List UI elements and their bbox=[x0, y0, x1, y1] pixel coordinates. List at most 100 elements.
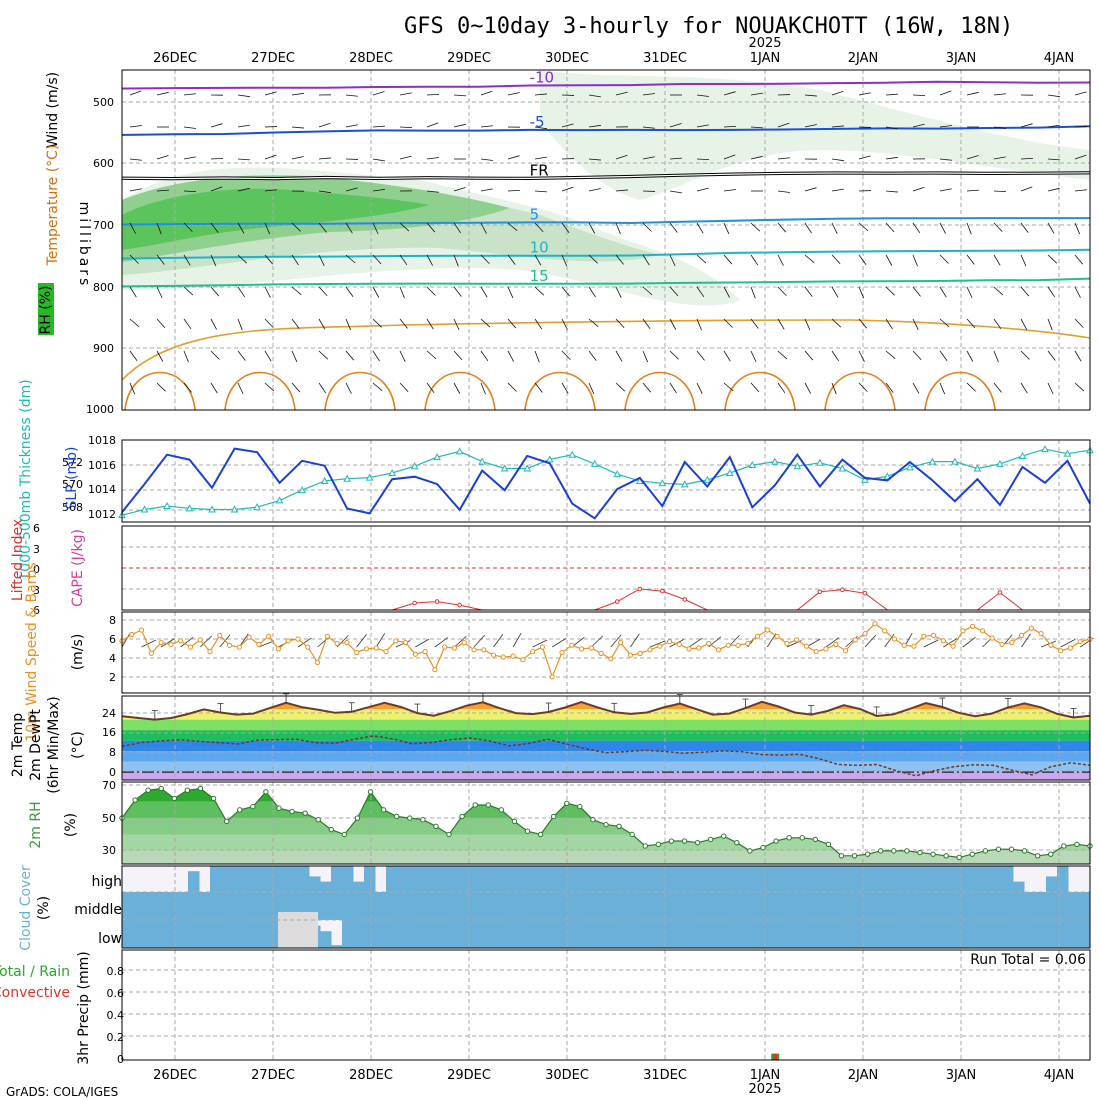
wind-barb bbox=[1074, 154, 1087, 160]
wind-barb bbox=[534, 222, 544, 233]
footer-credit: GrADS: COLA/IGES bbox=[6, 1085, 118, 1099]
wind-barb bbox=[1021, 633, 1031, 648]
cloud-bar-low bbox=[122, 920, 134, 948]
cloud-bar-middle bbox=[837, 892, 849, 920]
wind-barb bbox=[696, 124, 709, 128]
wind-barb bbox=[642, 350, 649, 363]
thickness-marker bbox=[703, 475, 712, 483]
wind-barb bbox=[454, 635, 467, 648]
wind-barb bbox=[669, 382, 677, 394]
cloud-bar-high bbox=[617, 866, 629, 892]
cloud-bar-middle bbox=[595, 892, 607, 920]
wind-barb bbox=[264, 222, 271, 235]
wind-barb bbox=[210, 318, 217, 330]
wind10m-marker bbox=[569, 642, 575, 648]
lifted-index-segment bbox=[617, 588, 641, 603]
wind-barb bbox=[591, 635, 604, 648]
rh2m-marker bbox=[407, 815, 413, 821]
lifted-index-axis-title: Lifted Index bbox=[10, 519, 26, 601]
date-label: 3JAN bbox=[946, 51, 977, 66]
slp-line bbox=[121, 447, 1091, 520]
cloud-bar-high bbox=[507, 866, 519, 892]
wind-barb bbox=[183, 286, 194, 296]
wind-barb bbox=[534, 190, 547, 193]
wind-barb bbox=[237, 318, 243, 331]
wind10m-marker bbox=[618, 640, 624, 646]
temp-band bbox=[122, 740, 1090, 752]
cloud-bar-low bbox=[331, 945, 343, 948]
wind-barb bbox=[993, 254, 1001, 266]
thickness-marker bbox=[928, 457, 937, 465]
rh2m-marker bbox=[773, 838, 779, 844]
wind10m-marker bbox=[970, 623, 976, 630]
rh2m-unit: (%) bbox=[63, 813, 79, 837]
wind-barb bbox=[534, 126, 547, 130]
thickness-tick-label: 570 bbox=[62, 478, 83, 491]
cloud-bar-low bbox=[518, 920, 530, 948]
wind-barb bbox=[669, 222, 678, 233]
wind-barb bbox=[372, 222, 379, 235]
wind-barb bbox=[561, 254, 568, 267]
wind-barb bbox=[129, 350, 138, 361]
wind-barb bbox=[237, 158, 250, 161]
cloud-bar-middle bbox=[1024, 892, 1036, 920]
wind10m-marker bbox=[236, 644, 242, 650]
wind-barb bbox=[453, 222, 462, 234]
wind-barb bbox=[210, 157, 224, 160]
wind-barb bbox=[291, 222, 301, 232]
wind-barb bbox=[831, 188, 844, 192]
cloud-bar-middle bbox=[683, 892, 695, 920]
wind-barb bbox=[696, 286, 705, 298]
pressure-tick-label: 600 bbox=[93, 157, 114, 170]
rh2m-marker bbox=[721, 833, 727, 839]
rh2m-marker bbox=[524, 828, 531, 834]
rh2m-marker bbox=[707, 836, 714, 843]
wind-barb bbox=[1047, 286, 1056, 298]
wind-barb bbox=[804, 254, 815, 264]
wind10m-marker bbox=[608, 656, 614, 662]
wind-barb bbox=[723, 350, 731, 362]
cloud-bar-middle bbox=[221, 892, 233, 920]
rh2m-marker bbox=[459, 813, 465, 820]
wind-barb bbox=[939, 158, 952, 161]
cloud-bar-low bbox=[859, 920, 871, 948]
wind-barb bbox=[480, 125, 493, 128]
cloud-bar-middle bbox=[617, 892, 629, 920]
cloud-bar-low bbox=[210, 920, 222, 948]
wind-barb bbox=[480, 254, 490, 264]
cloud-unit: (%) bbox=[36, 896, 52, 920]
wind10m-marker bbox=[207, 649, 213, 655]
cloud-bar-middle bbox=[562, 892, 574, 920]
rh2m-marker bbox=[917, 849, 923, 856]
wind-barb bbox=[183, 126, 196, 129]
cloud-bar-low bbox=[738, 920, 750, 948]
wind-barb bbox=[858, 254, 867, 265]
wind-barb bbox=[426, 222, 436, 233]
wind-barb bbox=[723, 125, 737, 128]
cloud-bar-low bbox=[529, 920, 541, 948]
wind10m-marker bbox=[373, 645, 379, 651]
wind-barb bbox=[237, 187, 250, 192]
cloud-bar-middle bbox=[848, 892, 860, 920]
rh-ticks: 70 50 30 bbox=[102, 779, 116, 857]
wind-barb bbox=[966, 350, 974, 362]
rh2m-marker bbox=[995, 846, 1002, 852]
wind10m-marker bbox=[979, 628, 986, 634]
wind-barb bbox=[480, 318, 491, 328]
cloud-bar-low bbox=[1024, 920, 1036, 948]
rh2m-marker bbox=[904, 848, 910, 854]
cloud-bar-middle bbox=[639, 892, 651, 920]
wind-barb bbox=[885, 222, 895, 233]
wind-barb bbox=[426, 157, 439, 160]
cloud-bar-middle bbox=[232, 892, 244, 920]
wind10m-marker bbox=[911, 643, 917, 649]
wind-barb bbox=[966, 318, 976, 329]
wind-barb bbox=[480, 350, 489, 362]
wind-barb bbox=[318, 254, 325, 266]
thickness-marker bbox=[996, 459, 1004, 467]
isotherm-25 bbox=[524, 371, 596, 411]
cloud-bar-middle bbox=[485, 892, 497, 920]
wind-barb bbox=[588, 254, 598, 264]
wind-barb bbox=[615, 286, 622, 298]
date-label: 29DEC bbox=[447, 1068, 491, 1083]
